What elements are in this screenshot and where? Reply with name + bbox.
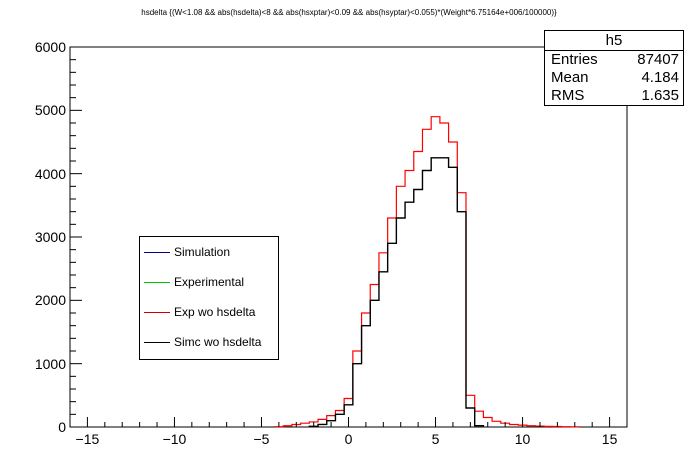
- x-tick-label: −5: [253, 431, 270, 447]
- y-tick-label: 6000: [34, 39, 66, 55]
- chart-title: hsdelta {(W<1.08 && abs(hsdelta)<8 && ab…: [141, 8, 557, 17]
- x-tick-label: −15: [75, 431, 100, 447]
- stats-row-entries: Entries 87407: [545, 51, 683, 69]
- legend-swatch: [144, 281, 170, 283]
- legend-label: Simulation: [174, 245, 231, 259]
- legend: Simulation Experimental Exp wo hsdelta S…: [139, 236, 279, 360]
- legend-label: Exp wo hsdelta: [174, 305, 256, 319]
- y-tick-label: 3000: [34, 229, 66, 245]
- stats-value: 87407: [637, 51, 679, 68]
- y-tick-label: 5000: [34, 102, 66, 119]
- legend-label: Experimental: [174, 275, 245, 289]
- series-line-exp-wo-hsdelta: [273, 116, 580, 428]
- stats-row-rms: RMS 1.635: [545, 87, 683, 105]
- y-tick-label: 1000: [34, 355, 66, 372]
- y-tick-label: 2000: [34, 292, 66, 309]
- legend-item-experimental: Experimental: [144, 272, 244, 292]
- legend-swatch: [144, 311, 170, 313]
- x-tick-label: 10: [514, 431, 531, 447]
- axis-layer: [69, 46, 628, 428]
- stats-box: h5 Entries 87407 Mean 4.184 RMS 1.635: [544, 30, 684, 106]
- x-tick-label: 5: [431, 431, 440, 447]
- series-line-simc-wo-hsdelta: [308, 157, 485, 428]
- x-tick-label: 15: [601, 431, 618, 447]
- stats-name: h5: [545, 31, 683, 51]
- series-layer: [273, 116, 580, 428]
- stats-value: 4.184: [641, 69, 679, 86]
- stats-row-mean: Mean 4.184: [545, 69, 683, 87]
- stats-label: Entries: [551, 51, 598, 68]
- legend-item-simulation: Simulation: [144, 242, 230, 262]
- legend-item-exp-wo-hsdelta: Exp wo hsdelta: [144, 302, 255, 322]
- x-tick-label: 0: [344, 431, 353, 447]
- legend-swatch: [144, 341, 170, 343]
- legend-item-simc-wo-hsdelta: Simc wo hsdelta: [144, 332, 261, 352]
- stats-label: RMS: [551, 87, 585, 104]
- legend-swatch: [144, 251, 170, 253]
- y-tick-label: 0: [58, 419, 66, 435]
- y-tick-label: 4000: [34, 165, 66, 182]
- x-tick-label: −10: [162, 431, 187, 447]
- stats-value: 1.635: [641, 87, 679, 104]
- legend-label: Simc wo hsdelta: [174, 335, 262, 349]
- stats-label: Mean: [551, 69, 589, 86]
